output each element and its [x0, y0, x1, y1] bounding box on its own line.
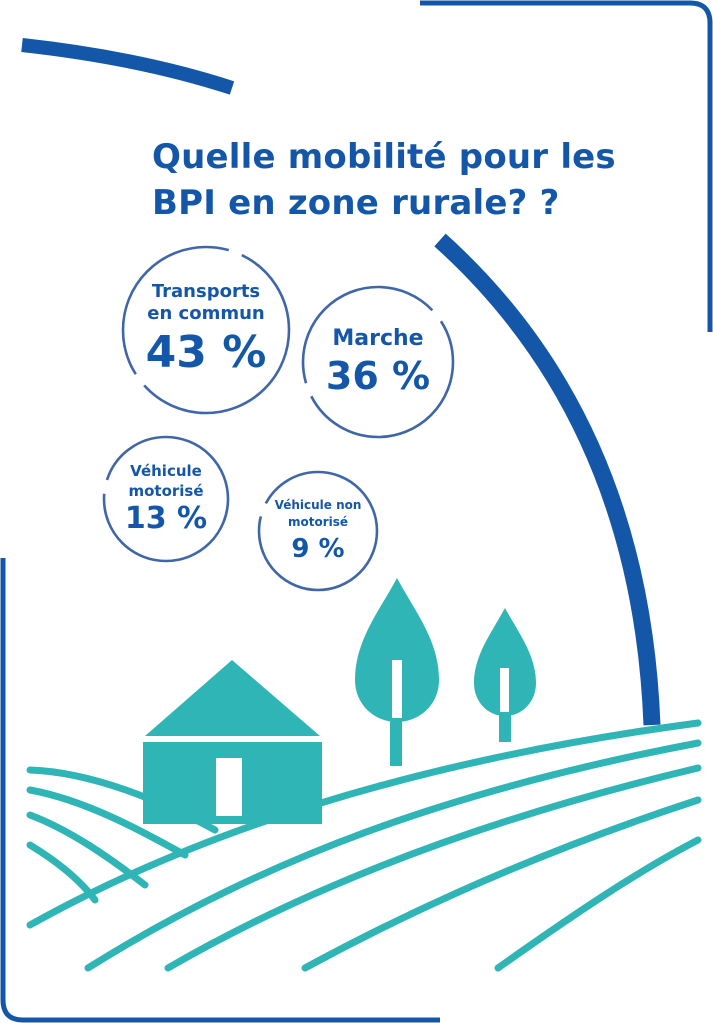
stat-label: Transports	[151, 281, 261, 302]
stat-circle-outlines	[102, 245, 455, 592]
stat-label: motorisé	[128, 482, 204, 500]
house-icon	[143, 660, 322, 824]
stat-label: en commun	[147, 303, 265, 324]
stat-label: Véhicule non	[274, 498, 362, 512]
stat-transports-en-commun: Transports en commun 43 %	[122, 246, 290, 414]
title-line-2: BPI en zone rurale? ?	[152, 183, 560, 223]
stat-marche: Marche 36 %	[302, 286, 454, 438]
stat-circle-ring	[257, 470, 379, 592]
stat-circle-ring	[301, 285, 455, 439]
stat-circle-ring	[102, 435, 230, 563]
stat-value: 9 %	[291, 534, 345, 564]
tree-icon	[355, 578, 439, 766]
stat-value: 36 %	[325, 354, 431, 398]
title-line-1: Quelle mobilité pour les	[152, 137, 616, 177]
tree-icon	[474, 608, 536, 742]
stat-label: Marche	[332, 326, 424, 351]
stat-label: Véhicule	[130, 462, 202, 480]
stat-value: 43 %	[145, 327, 267, 378]
page-title: Quelle mobilité pour les BPI en zone rur…	[152, 134, 672, 226]
stat-label: motorisé	[287, 515, 349, 529]
horizon-arc	[434, 233, 661, 726]
stat-vehicule-motorise: Véhicule motorisé 13 %	[103, 436, 229, 562]
stat-value: 13 %	[124, 501, 208, 536]
stat-circle-ring	[121, 245, 291, 415]
stat-vehicule-non-motorise: Véhicule non motorisé 9 %	[258, 471, 378, 591]
field-furrows-icon	[26, 719, 702, 972]
